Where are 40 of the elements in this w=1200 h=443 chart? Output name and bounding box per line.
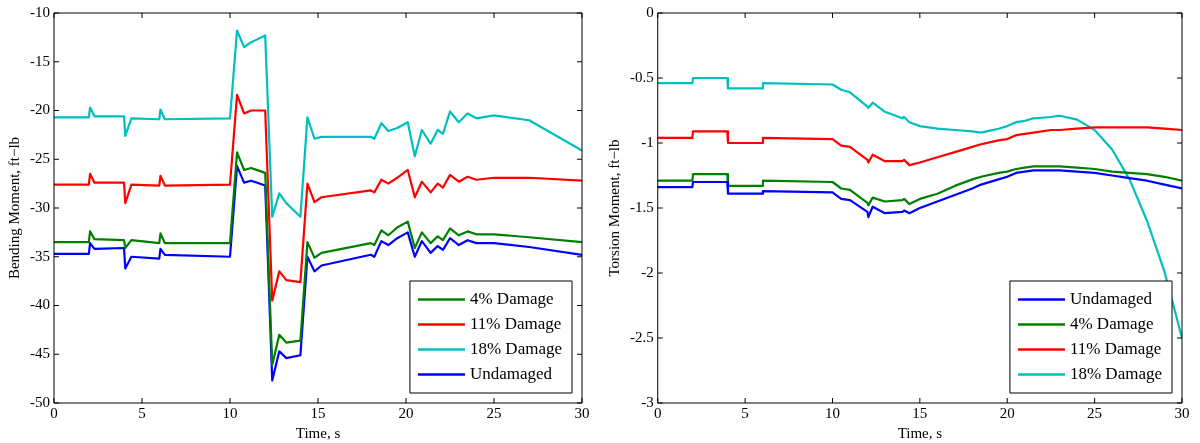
x-tick-label: 30 xyxy=(1174,404,1190,421)
x-tick-label: 10 xyxy=(222,404,238,421)
legend-label: Undamaged xyxy=(469,363,553,383)
x-axis-title: Time, s xyxy=(295,424,341,441)
legend-label: 11% Damage xyxy=(469,313,562,333)
x-tick-label: 5 xyxy=(138,404,146,421)
x-tick-label: 20 xyxy=(999,404,1015,421)
legend-label: 11% Damage xyxy=(1069,338,1162,358)
x-tick-label: 25 xyxy=(1087,404,1103,421)
x-tick-label: 20 xyxy=(398,404,414,421)
y-tick-label: -40 xyxy=(30,296,50,313)
y-tick-label: -1.5 xyxy=(630,198,654,215)
legend-label: 18% Damage xyxy=(469,338,563,358)
y-tick-label: -25 xyxy=(30,150,50,167)
y-tick-label: -30 xyxy=(30,198,50,215)
x-tick-label: 5 xyxy=(741,404,749,421)
x-tick-label: 15 xyxy=(310,404,326,421)
y-tick-label: -2 xyxy=(641,263,654,280)
legend-label: 4% Damage xyxy=(469,288,554,308)
y-axis-title: Torsion Moment, ft−lb xyxy=(605,139,622,277)
legend-label: 18% Damage xyxy=(1069,363,1163,383)
y-tick-label: -45 xyxy=(30,345,50,362)
y-axis-title: Bending Moment, ft−lb xyxy=(5,136,22,280)
y-tick-label: -35 xyxy=(30,247,50,264)
x-tick-label: 30 xyxy=(574,404,590,421)
y-tick-label: -20 xyxy=(30,101,50,118)
legend-label: Undamaged xyxy=(1069,288,1153,308)
y-tick-label: -0.5 xyxy=(630,68,654,85)
legend-label: 4% Damage xyxy=(1069,313,1154,333)
x-tick-label: 15 xyxy=(912,404,928,421)
y-tick-label: -1 xyxy=(641,133,654,150)
y-tick-label: -2.5 xyxy=(630,328,654,345)
x-axis-title: Time, s xyxy=(897,424,943,441)
y-tick-label: -3 xyxy=(641,393,654,410)
y-tick-label: -50 xyxy=(30,393,50,410)
x-tick-label: 10 xyxy=(825,404,840,421)
x-tick-label: 25 xyxy=(486,404,502,421)
y-tick-label: -10 xyxy=(30,3,50,20)
y-tick-label: 0 xyxy=(646,3,654,20)
y-tick-label: -15 xyxy=(30,52,50,69)
